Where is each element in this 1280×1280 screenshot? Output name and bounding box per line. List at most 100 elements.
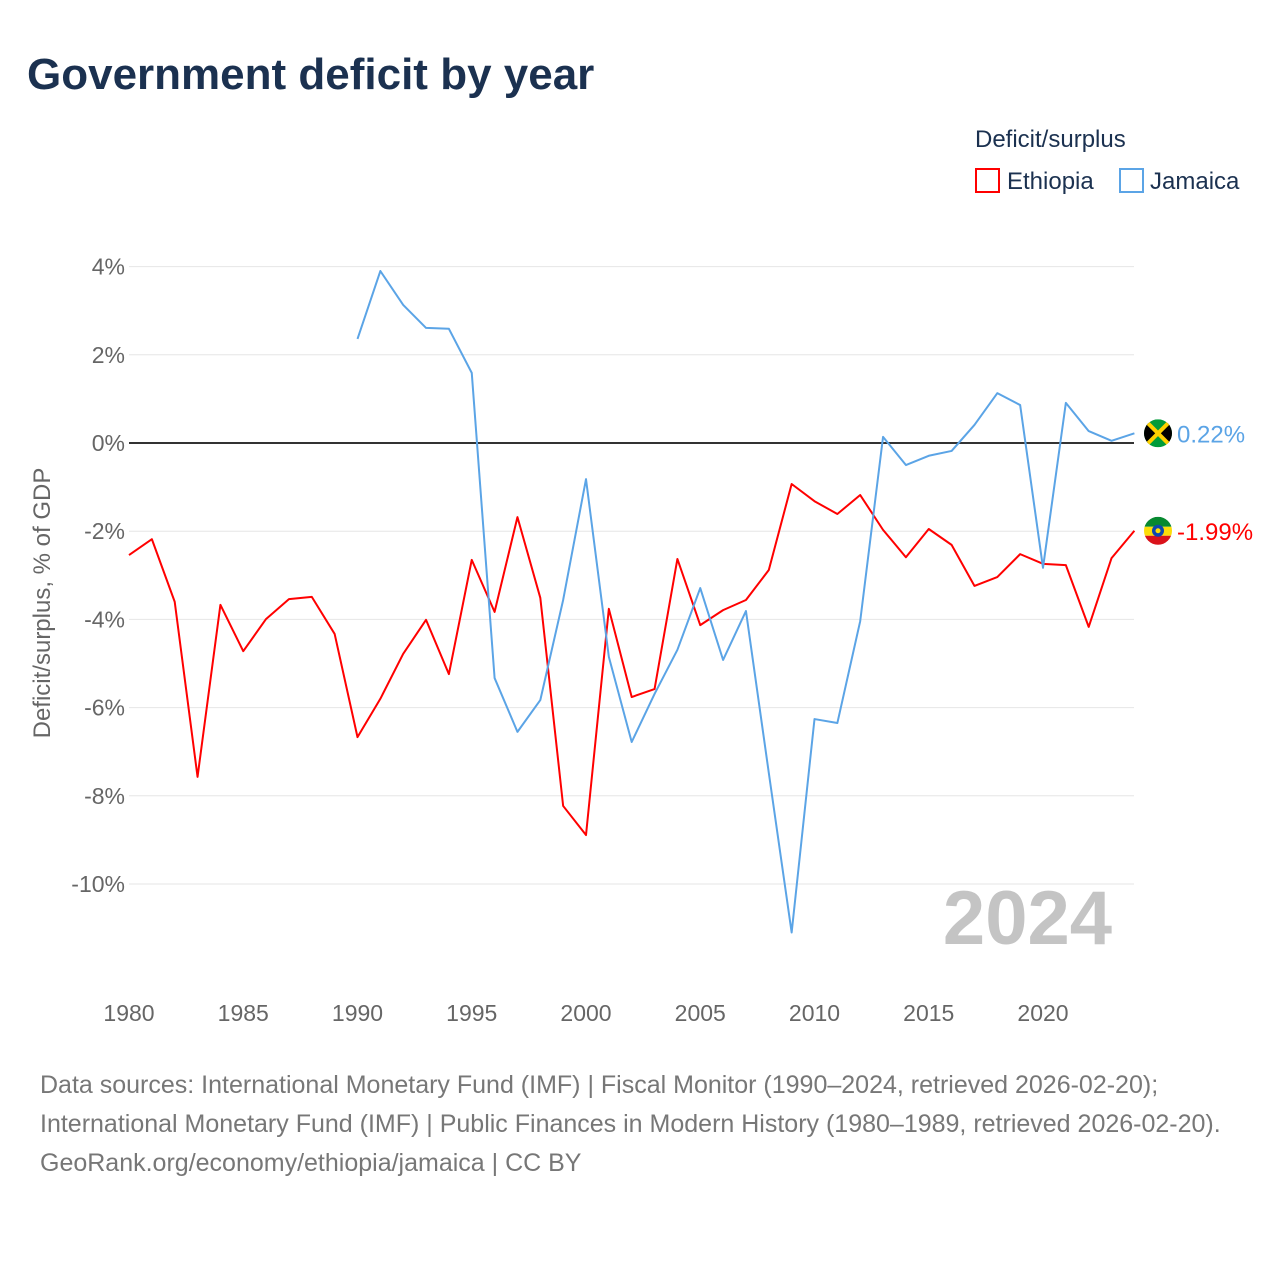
series-line-jamaica[interactable] [356,270,1135,934]
data-point-ethiopia[interactable] [789,481,795,487]
data-point-ethiopia[interactable] [1086,624,1092,630]
data-point-ethiopia[interactable] [994,574,1000,580]
data-point-ethiopia[interactable] [560,803,566,809]
data-point-ethiopia[interactable] [446,671,452,677]
data-point-ethiopia[interactable] [834,511,840,517]
data-point-jamaica[interactable] [537,697,543,703]
data-point-ethiopia[interactable] [629,694,635,700]
data-point-jamaica[interactable] [469,370,475,376]
data-point-jamaica[interactable] [629,739,635,745]
data-point-jamaica[interactable] [514,729,520,735]
data-point-ethiopia[interactable] [880,527,886,533]
data-point-ethiopia[interactable] [697,622,703,628]
legend-label-ethiopia[interactable]: Ethiopia [1007,168,1094,195]
data-point-ethiopia[interactable] [949,542,955,548]
data-point-jamaica[interactable] [606,654,612,660]
data-point-jamaica[interactable] [377,268,383,274]
data-point-jamaica[interactable] [652,691,658,697]
data-point-jamaica[interactable] [766,770,772,776]
chart-title: Government deficit by year [27,50,595,99]
end-label-jamaica: 0.22% [1177,421,1245,448]
data-point-ethiopia[interactable] [812,498,818,504]
data-point-ethiopia[interactable] [1131,528,1137,534]
data-point-jamaica[interactable] [812,716,818,722]
data-point-jamaica[interactable] [1040,565,1046,571]
data-point-ethiopia[interactable] [240,648,246,654]
data-point-ethiopia[interactable] [423,617,429,623]
data-point-ethiopia[interactable] [400,651,406,657]
data-point-ethiopia[interactable] [469,557,475,563]
x-tick-label: 1995 [446,1000,497,1026]
x-tick-label: 2000 [560,1000,611,1026]
data-point-ethiopia[interactable] [583,832,589,838]
data-point-ethiopia[interactable] [217,602,223,608]
data-point-ethiopia[interactable] [172,599,178,605]
data-point-ethiopia[interactable] [286,596,292,602]
data-point-jamaica[interactable] [926,453,932,459]
legend: Deficit/surplus Ethiopia Jamaica [975,126,1240,195]
data-point-jamaica[interactable] [355,336,361,342]
data-point-ethiopia[interactable] [332,631,338,637]
legend-swatch-ethiopia [975,168,1000,193]
data-point-ethiopia[interactable] [766,567,772,573]
data-point-jamaica[interactable] [400,302,406,308]
data-point-ethiopia[interactable] [537,595,543,601]
data-point-ethiopia[interactable] [514,514,520,520]
data-point-ethiopia[interactable] [1109,555,1115,561]
data-point-jamaica[interactable] [492,675,498,681]
x-tick-label: 2020 [1017,1000,1068,1026]
data-point-jamaica[interactable] [720,657,726,663]
data-point-jamaica[interactable] [949,448,955,454]
data-point-jamaica[interactable] [446,326,452,332]
y-tick-label: 0% [92,430,125,456]
y-tick-label: -8% [84,783,125,809]
data-point-ethiopia[interactable] [377,696,383,702]
data-point-jamaica[interactable] [1131,430,1137,436]
y-tick-label: -6% [84,695,125,721]
data-point-jamaica[interactable] [1086,428,1092,434]
data-point-ethiopia[interactable] [263,616,269,622]
data-point-ethiopia[interactable] [1017,551,1023,557]
data-point-jamaica[interactable] [1109,438,1115,444]
data-point-ethiopia[interactable] [926,526,932,532]
data-point-jamaica[interactable] [994,390,1000,396]
data-point-jamaica[interactable] [857,618,863,624]
data-point-ethiopia[interactable] [606,606,612,612]
jamaica-flag-icon [1144,419,1172,448]
data-point-jamaica[interactable] [834,720,840,726]
data-point-jamaica[interactable] [674,647,680,653]
data-point-ethiopia[interactable] [971,583,977,589]
data-point-jamaica[interactable] [880,434,886,440]
data-point-ethiopia[interactable] [743,597,749,603]
legend-swatch-jamaica [1119,168,1144,193]
data-point-ethiopia[interactable] [149,536,155,542]
data-point-jamaica[interactable] [789,930,795,936]
data-point-jamaica[interactable] [423,325,429,331]
source-note: Data sources: International Monetary Fun… [40,1066,1240,1183]
legend-label-jamaica[interactable]: Jamaica [1150,168,1240,195]
data-point-ethiopia[interactable] [857,492,863,498]
data-point-ethiopia[interactable] [309,594,315,600]
data-point-ethiopia[interactable] [195,774,201,780]
data-point-ethiopia[interactable] [903,554,909,560]
y-tick-label: 2% [92,342,125,368]
series-line-ethiopia[interactable] [128,483,1136,837]
data-point-ethiopia[interactable] [126,552,132,558]
data-point-jamaica[interactable] [697,585,703,591]
data-point-ethiopia[interactable] [1063,562,1069,568]
data-point-jamaica[interactable] [560,597,566,603]
data-point-jamaica[interactable] [743,608,749,614]
data-point-ethiopia[interactable] [674,556,680,562]
attribution-link[interactable]: GeoRank.org/economy/ethiopia/jamaica | C… [40,1149,582,1177]
data-point-ethiopia[interactable] [355,734,361,740]
data-point-jamaica[interactable] [971,422,977,428]
data-point-ethiopia[interactable] [720,607,726,613]
x-tick-label: 1985 [218,1000,269,1026]
data-point-jamaica[interactable] [1017,402,1023,408]
data-point-jamaica[interactable] [583,476,589,482]
data-point-jamaica[interactable] [1063,400,1069,406]
data-point-jamaica[interactable] [903,462,909,468]
line-chart: Deficit/surplus Ethiopia Jamaica 4% 2% 0% -… [29,126,1253,1026]
data-sources: Data sources: International Monetary Fun… [40,1071,1221,1138]
data-point-ethiopia[interactable] [492,609,498,615]
